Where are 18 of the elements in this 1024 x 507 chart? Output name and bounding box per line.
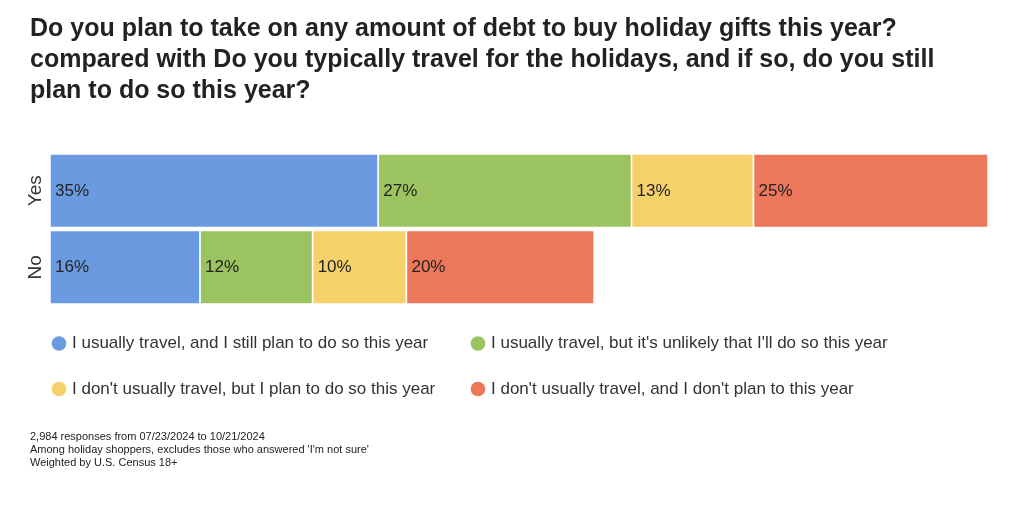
chart-title: Do you plan to take on any amount of debt to buy holiday gifts this year? compared with Do you typically travel for the holidays, and if so, do you still plan to do so this year? [30,12,936,105]
data-label: 35% [55,180,90,200]
legend-label: I don't usually travel, and I don't plan to this year [491,379,855,398]
legend-label: I don't usually travel, but I plan to do so this year [72,379,436,398]
y-tick-label: Yes [23,175,45,207]
text: Among holiday shoppers, excludes those who answered 'I'm not sure' [30,443,369,456]
legend-label: I usually travel, and I still plan to do so this year [72,333,429,353]
data-label: 27% [383,180,418,200]
data-label: 12% [205,257,240,277]
text: 2,984 responses from 07/23/2024 to 10/21/2024 [30,430,266,443]
legend-label: I usually travel, but it's unlikely that I'll do so this year [491,333,889,353]
text: Weighted by U.S. Census 18+ [30,456,179,469]
data-label: 20% [411,257,446,277]
data-label: 10% [317,257,352,277]
data-label: 13% [636,180,671,200]
data-label: 16% [55,257,90,277]
data-label: 25% [758,180,793,200]
y-tick-label: No [23,255,45,280]
